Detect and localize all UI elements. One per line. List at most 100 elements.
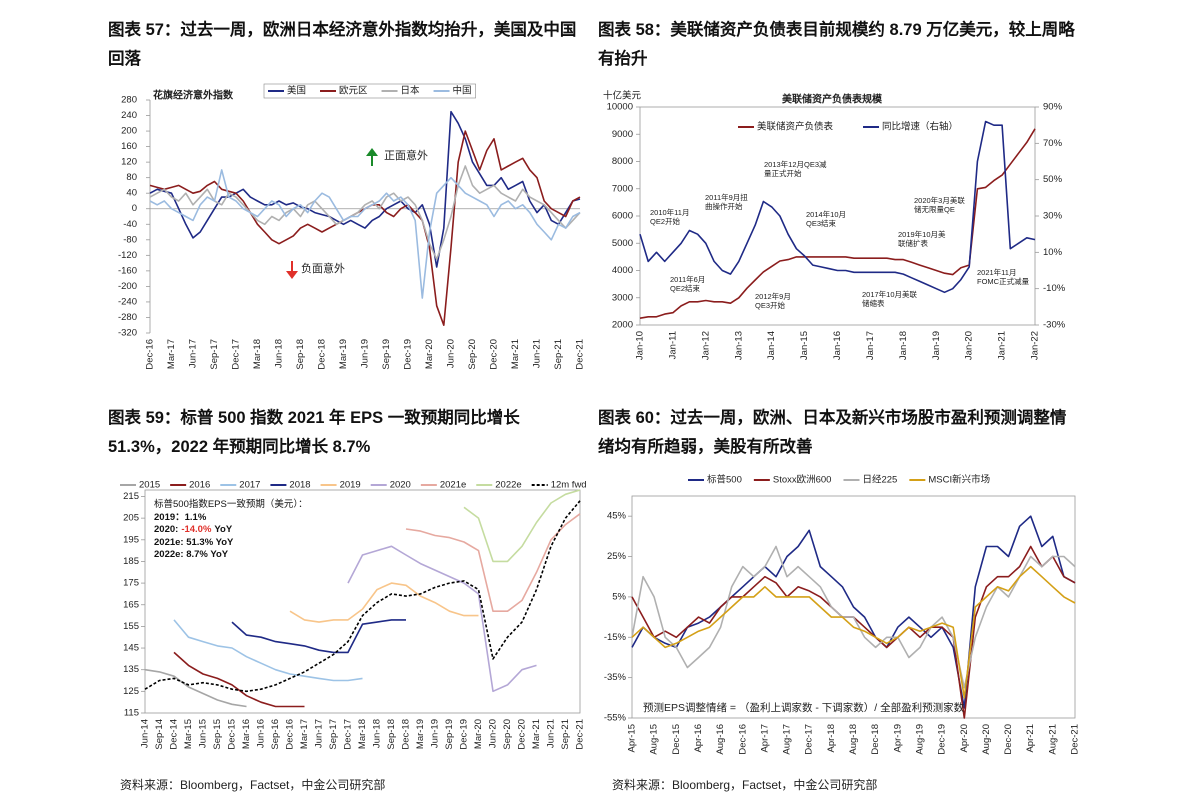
y2-tick-label: 10% bbox=[1043, 247, 1063, 258]
x-tick-label: Jun-14 bbox=[140, 719, 151, 748]
y-tick-label: -160 bbox=[118, 265, 137, 276]
x-tick-label: Sep-14 bbox=[154, 719, 165, 750]
legend-label: 美国 bbox=[287, 85, 306, 97]
y-tick-label: 125 bbox=[123, 686, 139, 697]
annotation: 2010年11月QE2开始 bbox=[650, 208, 690, 227]
x-tick-label: Dec-18 bbox=[317, 339, 328, 370]
legend-label: 标普500 bbox=[707, 474, 742, 486]
y-tick-label: -40 bbox=[123, 219, 137, 230]
y-tick-label: -280 bbox=[118, 312, 137, 323]
series-line bbox=[631, 515, 1076, 709]
legend-label: 2016 bbox=[189, 480, 210, 491]
x-tick-label: Mar-17 bbox=[166, 339, 177, 369]
chart-title: 图表 59：标普 500 指数 2021 年 EPS 一致预期同比增长 51.3… bbox=[108, 409, 520, 456]
y-axis-label: 十亿美元 bbox=[603, 90, 642, 102]
x-tick-label: Sep-18 bbox=[386, 719, 397, 750]
annotation: 2020年3月美联储无限量QE bbox=[914, 196, 965, 215]
y-tick-label: -35% bbox=[604, 672, 627, 683]
x-tick-label: Jan-18 bbox=[898, 331, 909, 360]
annotation: 2021年11月FOMC正式减量 bbox=[977, 268, 1030, 287]
x-tick-label: Jun-15 bbox=[198, 719, 209, 748]
series-line bbox=[631, 545, 1076, 689]
x-tick-label: Mar-17 bbox=[299, 719, 310, 749]
x-tick-label: Jan-15 bbox=[799, 331, 810, 360]
x-tick-label: Apr-21 bbox=[1025, 724, 1036, 753]
plot-frame bbox=[144, 489, 581, 714]
x-tick-label: Dec-17 bbox=[343, 719, 354, 750]
chart-title: 图表 58：美联储资产负债表目前规模约 8.79 万亿美元，较上周略有抬升 bbox=[598, 21, 1075, 68]
legend-label: 2021e bbox=[440, 480, 466, 491]
note-line: 2021e: 51.3% YoY bbox=[154, 536, 234, 548]
y-tick-label: 185 bbox=[123, 556, 139, 567]
series-line bbox=[144, 500, 581, 693]
y-tick-label: 40 bbox=[126, 188, 137, 199]
x-tick-label: Apr-15 bbox=[627, 724, 638, 753]
y-tick-label: 6000 bbox=[612, 211, 633, 222]
y-tick-label: 240 bbox=[121, 110, 137, 121]
x-tick-label: Jun-18 bbox=[372, 719, 383, 748]
x-tick-label: Dec-17 bbox=[804, 724, 815, 755]
series-line bbox=[149, 165, 581, 260]
series-line bbox=[463, 489, 581, 563]
x-tick-label: Dec-21 bbox=[575, 719, 586, 750]
x-tick-label: Jun-19 bbox=[360, 339, 371, 368]
series-line bbox=[631, 565, 1076, 699]
down-arrow bbox=[286, 261, 298, 279]
y-tick-label: -320 bbox=[118, 328, 137, 339]
annotation: 正面意外 bbox=[384, 150, 428, 162]
x-tick-label: Apr-16 bbox=[693, 724, 704, 753]
note-line: 2020: -14.0% YoY bbox=[154, 524, 308, 537]
y-tick-label: 155 bbox=[123, 621, 139, 632]
x-tick-label: Sep-20 bbox=[467, 339, 478, 370]
x-tick-label: Dec-18 bbox=[870, 724, 881, 755]
x-tick-label: Apr-18 bbox=[826, 724, 837, 753]
y-tick-label: 2000 bbox=[612, 320, 633, 331]
x-tick-label: Sep-17 bbox=[209, 339, 220, 370]
x-tick-label: Dec-20 bbox=[517, 719, 528, 750]
chart-title: 图表 60：过去一周，欧洲、日本及新兴市场股市盈利预测调整情绪均有所趋弱，美股有… bbox=[598, 409, 1067, 456]
x-tick-label: Dec-16 bbox=[285, 719, 296, 750]
y-tick-label: 215 bbox=[123, 491, 139, 502]
y-tick-label: 205 bbox=[123, 513, 139, 524]
y2-tick-label: 30% bbox=[1043, 211, 1063, 222]
y-tick-label: 165 bbox=[123, 599, 139, 610]
y-tick-label: 10000 bbox=[607, 102, 633, 113]
y-tick-label: 195 bbox=[123, 534, 139, 545]
series-line bbox=[149, 110, 581, 268]
note-line: 标普500指数EPS一致预期（美元）： bbox=[154, 499, 308, 510]
x-tick-label: Jan-21 bbox=[997, 331, 1008, 360]
x-tick-label: Jan-10 bbox=[635, 331, 646, 360]
x-tick-label: Sep-19 bbox=[381, 339, 392, 370]
legend-label: 中国 bbox=[453, 85, 472, 97]
legend-label: 欧元区 bbox=[339, 85, 368, 97]
x-tick-label: Dec-21 bbox=[1070, 724, 1081, 755]
series-line bbox=[173, 651, 305, 708]
x-tick-label: Apr-17 bbox=[759, 724, 770, 753]
x-tick-label: Dec-14 bbox=[169, 719, 180, 750]
y-tick-label: 145 bbox=[123, 643, 139, 654]
x-tick-label: Mar-19 bbox=[338, 339, 349, 369]
x-tick-label: Jun-19 bbox=[430, 719, 441, 748]
x-tick-label: Dec-20 bbox=[1003, 724, 1014, 755]
x-tick-label: Apr-20 bbox=[959, 724, 970, 753]
annotation: 2014年10月QE3结束 bbox=[806, 210, 847, 229]
x-tick-label: Mar-16 bbox=[241, 719, 252, 749]
x-tick-label: Sep-21 bbox=[560, 719, 571, 750]
x-tick-label: Jun-21 bbox=[546, 719, 557, 748]
y2-tick-label: -10% bbox=[1043, 283, 1066, 294]
x-tick-label: Aug-18 bbox=[848, 724, 859, 755]
x-tick-label: Aug-21 bbox=[1047, 724, 1058, 755]
annotation: 2013年12月QE3减量正式开始 bbox=[764, 160, 827, 179]
chart-title: 图表 57：过去一周，欧洲日本经济意外指数均抬升，美国及中国回落 bbox=[108, 21, 577, 68]
x-tick-label: Dec-18 bbox=[401, 719, 412, 750]
annotation: 2011年6月QE2结束 bbox=[670, 275, 706, 294]
legend-label: 2018 bbox=[289, 480, 310, 491]
x-tick-label: Mar-20 bbox=[473, 719, 484, 749]
x-tick-label: Mar-15 bbox=[183, 719, 194, 749]
x-tick-label: Mar-19 bbox=[415, 719, 426, 749]
chart-subtitle: 预测EPS调整情绪 = （盈利上调家数 - 下调家数）/ 全部盈利预测家数 bbox=[643, 701, 965, 714]
annotation: 2019年10月美联储扩表 bbox=[898, 230, 946, 249]
y-tick-label: 200 bbox=[121, 126, 137, 137]
